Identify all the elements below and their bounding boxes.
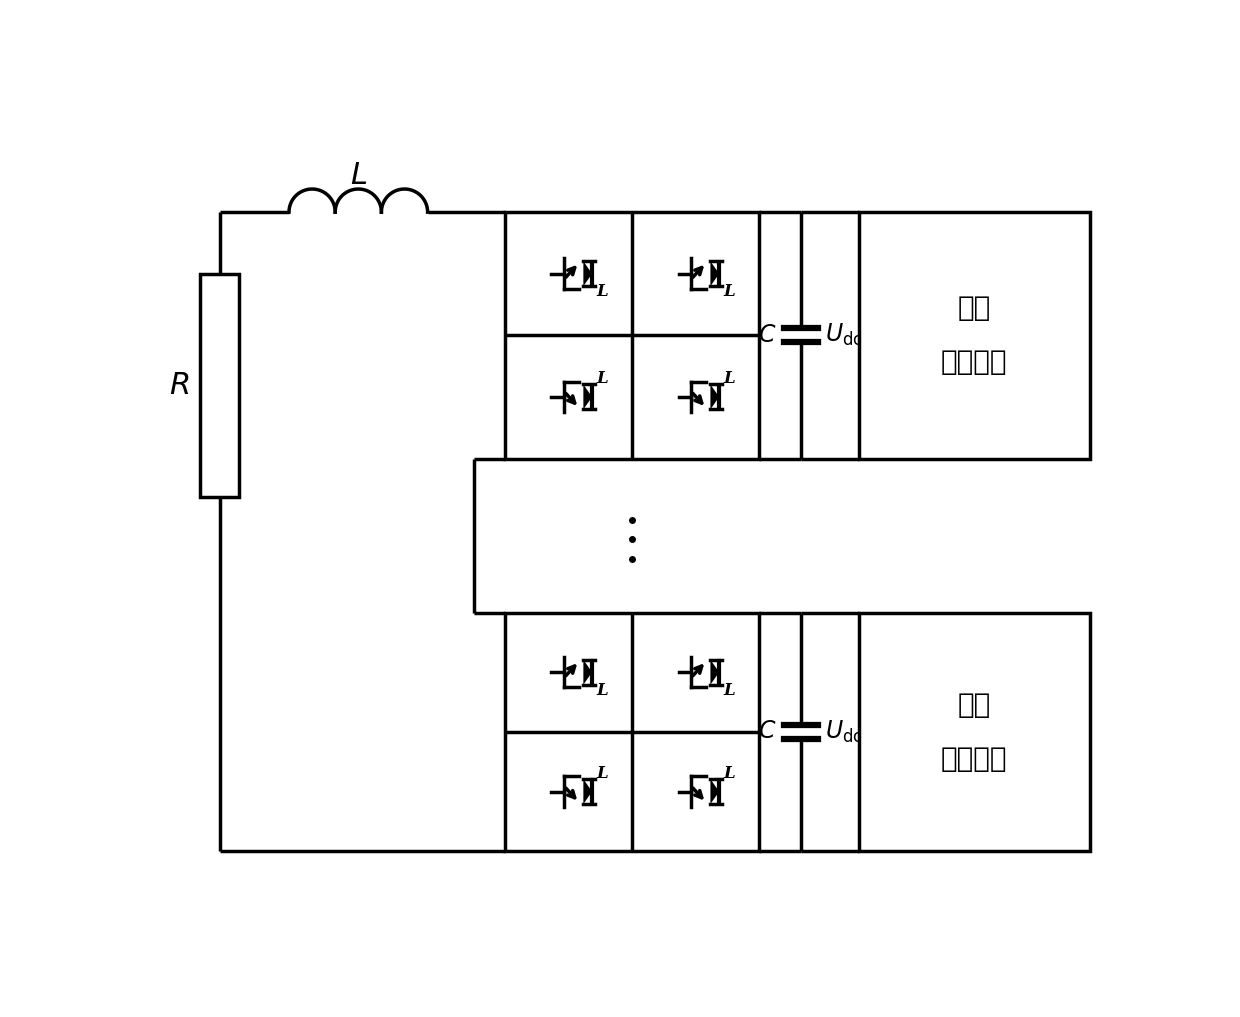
Text: 直流电源: 直流电源 [941,348,1008,376]
Bar [201,274,239,497]
Polygon shape [711,779,719,804]
Bar [859,213,1090,459]
Polygon shape [711,261,719,286]
Bar [505,612,759,851]
Bar [859,612,1090,851]
Text: L: L [723,681,735,699]
Text: L: L [723,284,735,300]
Polygon shape [583,660,593,684]
Text: 独立: 独立 [957,691,991,719]
Polygon shape [583,779,593,804]
Text: $C$: $C$ [758,323,776,347]
Text: $L$: $L$ [350,160,367,190]
Text: L: L [596,681,608,699]
Text: 独立: 独立 [957,294,991,322]
Text: $C$: $C$ [758,720,776,743]
Polygon shape [711,660,719,684]
Text: L: L [596,765,608,782]
Text: 直流电源: 直流电源 [941,744,1008,773]
Text: $R$: $R$ [169,370,188,401]
Bar [505,213,759,459]
Polygon shape [711,384,719,410]
Polygon shape [583,261,593,286]
Text: L: L [596,370,608,387]
Text: L: L [596,284,608,300]
Text: $U_{\rm dc}$: $U_{\rm dc}$ [825,322,862,349]
Text: $U_{\rm dc}$: $U_{\rm dc}$ [825,719,862,745]
Polygon shape [583,384,593,410]
Text: L: L [723,370,735,387]
Text: L: L [723,765,735,782]
